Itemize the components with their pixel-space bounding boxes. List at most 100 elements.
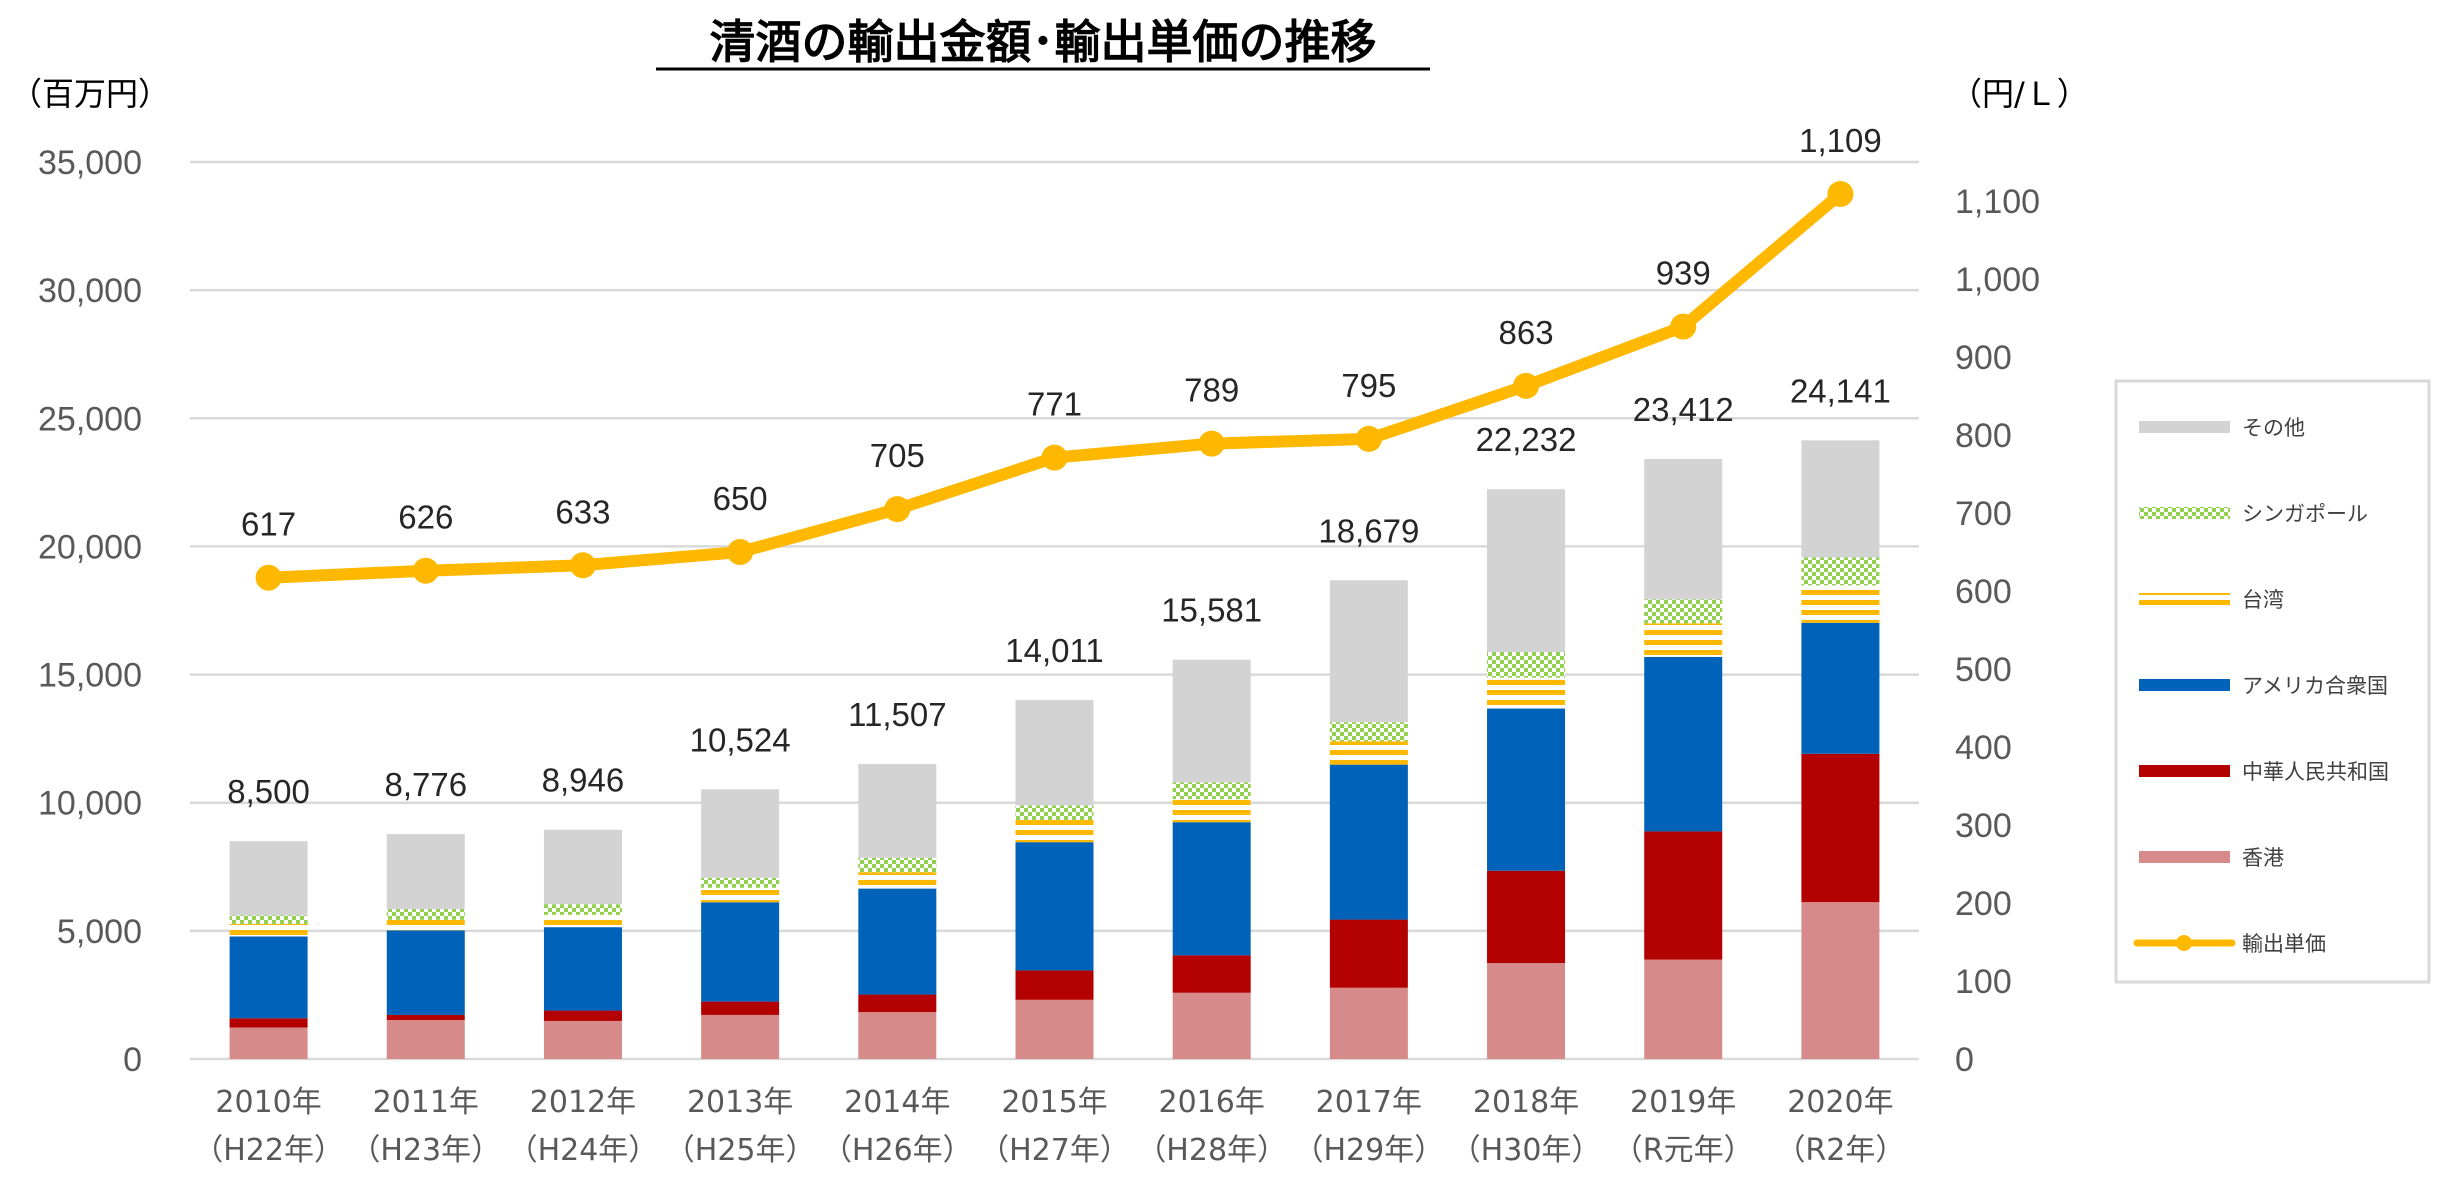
chart-title: 清酒の輸出金額･輸出単価の推移 [710, 15, 1377, 69]
x-tick-label-era: （H26年） [822, 1133, 973, 1168]
left-tick-label: 30,000 [38, 272, 142, 310]
line-data-label: 633 [555, 493, 610, 530]
legend-swatch [2139, 507, 2230, 519]
x-tick-label-year: 2020年 [1787, 1085, 1893, 1120]
line-marker [1041, 444, 1068, 471]
total-data-label: 8,776 [384, 766, 467, 803]
total-data-label: 14,011 [1005, 632, 1103, 669]
bar-stack [1644, 458, 1723, 1059]
line-marker [412, 557, 439, 584]
bar-segment-その他 [1487, 489, 1566, 653]
line-data-label: 650 [713, 480, 768, 517]
left-tick-label: 25,000 [38, 400, 142, 438]
total-data-label: 23,412 [1633, 391, 1734, 428]
bar-segment-シンガポール [229, 915, 308, 924]
bar-segment-シンガポール [1801, 557, 1880, 586]
x-tick-label-era: （H24年） [508, 1133, 659, 1168]
total-labels: 8,500 8,776 8,946 10,524 11,507 14,011 15,581 1… [227, 372, 1891, 810]
legend-item: その他 [2139, 416, 2305, 440]
line-marker [884, 496, 911, 523]
bar-segment-台湾 [1015, 820, 1094, 843]
total-data-label: 22,232 [1476, 421, 1577, 458]
left-axis-unit: （百万円） [10, 75, 170, 113]
bar-segment-シンガポール [386, 909, 465, 920]
bar-segment-シンガポール [1329, 722, 1408, 742]
bar-segment-中華人民共和国 [1644, 831, 1723, 960]
legend-label: その他 [2242, 416, 2305, 440]
bar-segment-台湾 [701, 887, 780, 903]
right-tick-label: 800 [1955, 417, 2012, 455]
bar-segment-シンガポール [1644, 599, 1723, 624]
line-data-label: 863 [1499, 314, 1554, 351]
bar-segment-香港 [701, 1014, 780, 1059]
x-tick-label-year: 2013年 [687, 1085, 793, 1120]
bar-segment-アメリカ合衆国 [1329, 764, 1408, 920]
x-tick-label-year: 2014年 [844, 1085, 950, 1120]
total-data-label: 15,581 [1161, 592, 1262, 629]
legend-swatch [2139, 765, 2230, 777]
bar-segment-その他 [1329, 580, 1408, 723]
right-tick-label: 1,000 [1955, 261, 2040, 299]
bar-segment-香港 [1487, 963, 1566, 1059]
bar-segment-アメリカ合衆国 [1172, 822, 1251, 956]
bar-segment-香港 [1801, 902, 1880, 1059]
x-tick-label-year: 2010年 [215, 1085, 321, 1120]
line-marker [1670, 313, 1697, 340]
right-tick-label: 200 [1955, 885, 2012, 923]
bar-segment-中華人民共和国 [701, 1001, 780, 1015]
x-tick-label-year: 2015年 [1001, 1085, 1107, 1120]
x-tick-label-era: （H23年） [350, 1133, 501, 1168]
legend-item: シンガポール [2139, 502, 2368, 526]
bar-segment-アメリカ合衆国 [858, 888, 937, 995]
left-axis: 0 5,000 10,000 15,000 20,000 25,000 30,000 35,0… [38, 144, 142, 1079]
bar-segment-中華人民共和国 [543, 1010, 622, 1021]
bar-segment-アメリカ合衆国 [1015, 842, 1094, 971]
bar-segment-中華人民共和国 [386, 1014, 465, 1021]
bar-segment-その他 [386, 834, 465, 910]
bar-segment-シンガポール [1015, 805, 1094, 821]
bar-segment-台湾 [229, 923, 308, 937]
x-tick-label-year: 2012年 [530, 1085, 636, 1120]
bar-segment-アメリカ合衆国 [386, 930, 465, 1015]
line-marker [1198, 430, 1225, 457]
bar-segment-その他 [1801, 440, 1880, 558]
bar-segment-アメリカ合衆国 [701, 902, 780, 1002]
x-tick-label-era: （H29年） [1293, 1133, 1444, 1168]
bar-segment-台湾 [1644, 623, 1723, 657]
bar-segment-香港 [1329, 987, 1408, 1059]
bar-stack [1329, 580, 1408, 1059]
legend-item: 香港 [2139, 846, 2284, 870]
bar-stack [701, 789, 780, 1059]
bar-segment-台湾 [1487, 677, 1566, 709]
line-data-label: 795 [1341, 367, 1396, 404]
line-data-label: 939 [1656, 255, 1711, 292]
x-tick-label-year: 2019年 [1630, 1085, 1736, 1120]
legend-swatch [2139, 421, 2230, 433]
x-tick-label-era: （R元年） [1613, 1133, 1754, 1168]
line-data-label: 771 [1027, 386, 1082, 423]
line-marker [255, 564, 282, 591]
right-tick-label: 700 [1955, 495, 2012, 533]
line-data-label: 789 [1184, 372, 1239, 409]
bar-segment-台湾 [386, 919, 465, 931]
right-tick-label: 500 [1955, 651, 2012, 689]
x-tick-label-year: 2011年 [373, 1085, 479, 1120]
bar-segment-台湾 [543, 914, 622, 928]
legend-swatch-marker [2176, 935, 2192, 951]
legend-label: 中華人民共和国 [2242, 760, 2389, 784]
legend-swatch [2139, 593, 2230, 605]
right-tick-label: 300 [1955, 807, 2012, 845]
bar-segment-シンガポール [543, 904, 622, 915]
total-data-label: 8,500 [227, 773, 310, 810]
right-tick-label: 0 [1955, 1041, 1974, 1079]
bar-segment-シンガポール [858, 857, 937, 873]
bar-segment-香港 [1172, 992, 1251, 1059]
legend-item: 台湾 [2139, 588, 2284, 612]
line-marker [727, 539, 754, 565]
bar-segment-台湾 [1801, 585, 1880, 623]
bar-segment-中華人民共和国 [1172, 955, 1251, 993]
bar-segment-その他 [229, 841, 308, 916]
legend-item: アメリカ合衆国 [2139, 674, 2388, 698]
